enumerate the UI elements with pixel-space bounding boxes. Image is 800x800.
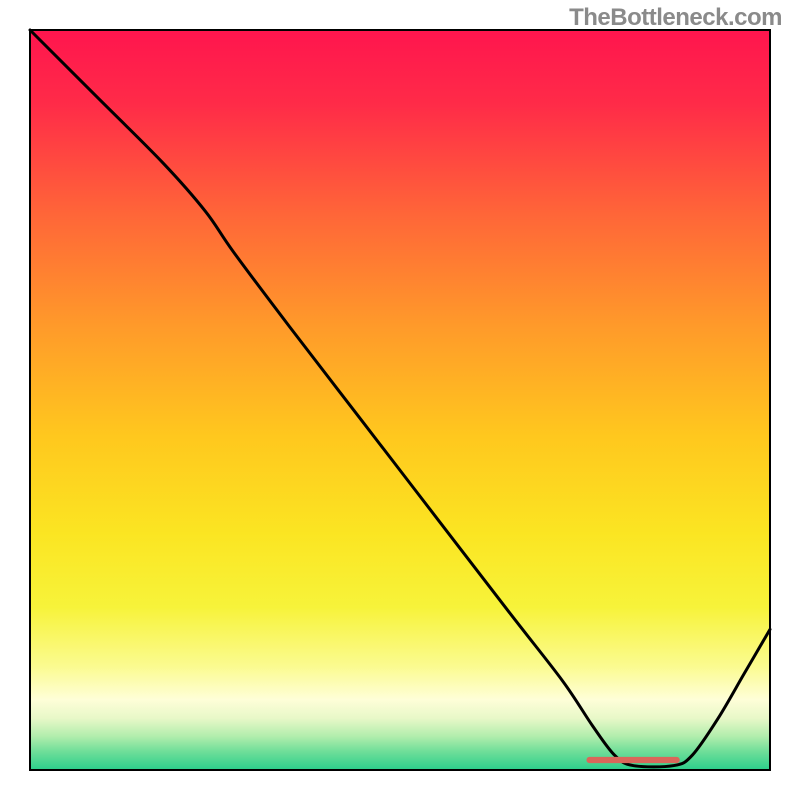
chart-container: TheBottleneck.com — [0, 0, 800, 800]
bottleneck-chart — [0, 0, 800, 800]
optimal-range-marker — [586, 757, 679, 763]
watermark-text: TheBottleneck.com — [569, 4, 782, 32]
